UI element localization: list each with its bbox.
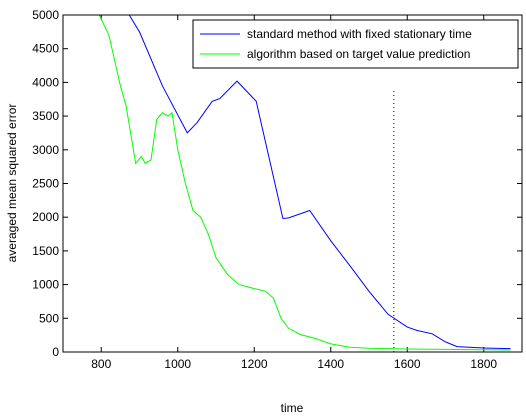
y-tick-label: 3500 — [32, 109, 59, 123]
series-line — [128, 15, 511, 350]
y-tick-label: 500 — [39, 311, 59, 325]
y-tick-label: 1500 — [32, 244, 59, 258]
y-tick-label: 1000 — [32, 278, 59, 292]
y-tick-label: 4000 — [32, 75, 59, 89]
y-tick-label: 0 — [52, 345, 59, 359]
x-tick-label: 1800 — [470, 357, 497, 371]
x-tick-label: 1400 — [317, 357, 344, 371]
y-tick-label: 2000 — [32, 210, 59, 224]
x-tick-label: 1600 — [394, 357, 421, 371]
legend-box — [192, 19, 519, 69]
x-tick-label: 800 — [91, 357, 111, 371]
y-tick-label: 5000 — [32, 8, 59, 22]
legend-label: algorithm based on target value predicti… — [247, 47, 470, 61]
y-tick-label: 3000 — [32, 143, 59, 157]
x-tick-label: 1000 — [164, 357, 191, 371]
y-tick-label: 2500 — [32, 177, 59, 191]
y-axis-label: averaged mean squared error — [5, 104, 19, 263]
y-tick-label: 4500 — [32, 42, 59, 56]
plot-frame — [62, 14, 523, 353]
series-line — [98, 15, 511, 351]
x-tick-label: 1200 — [241, 357, 268, 371]
plot-area — [98, 15, 511, 352]
legend-label: standard method with fixed stationary ti… — [247, 27, 472, 41]
x-axis-label: time — [281, 401, 304, 415]
